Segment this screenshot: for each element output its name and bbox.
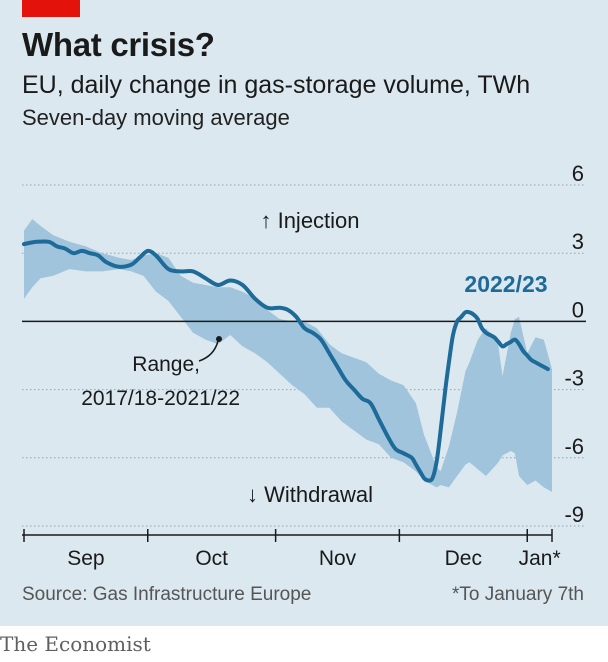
y-tick-label: 3 — [572, 229, 584, 254]
injection-annotation: ↑ Injection — [260, 208, 359, 233]
brand-tag — [22, 0, 80, 17]
x-tick-label: Oct — [195, 547, 228, 570]
x-tick-label: Nov — [319, 547, 357, 570]
series-label-2022-23: 2022/23 — [464, 271, 547, 297]
range-label-pointer-dot — [216, 336, 222, 342]
y-tick-label: -6 — [564, 434, 584, 459]
source-note: Source: Gas Infrastructure Europe — [22, 584, 312, 605]
x-axis: Sep Oct Nov Dec Jan* — [22, 529, 561, 570]
footer-band — [0, 626, 608, 662]
chart-title: What crisis? — [22, 26, 215, 63]
y-tick-label: 6 — [572, 161, 584, 186]
range-label-line-2: 2017/18-2021/22 — [81, 387, 240, 410]
line-chart: 6 3 0 -3 -6 -9 Sep Oct Nov Dec Jan* ↑ Injection ↓… — [22, 161, 586, 570]
x-tick-label: Dec — [445, 547, 482, 570]
x-tick-label: Sep — [67, 547, 104, 570]
chart-subtitle: EU, daily change in gas-storage volume, … — [22, 71, 531, 99]
range-area — [24, 219, 552, 492]
y-axis-ticks: 6 3 0 -3 -6 -9 — [564, 161, 584, 527]
publisher-logo: The Economist — [0, 632, 151, 656]
x-tick-label: Jan* — [519, 547, 561, 570]
y-tick-label: -3 — [564, 366, 584, 391]
range-label-pointer — [198, 340, 219, 362]
range-label-line-1: Range, — [132, 353, 200, 376]
withdrawal-annotation: ↓ Withdrawal — [247, 482, 373, 507]
y-tick-label: -9 — [564, 502, 584, 527]
series-line-2022-23 — [22, 239, 550, 483]
y-tick-label: 0 — [572, 297, 584, 322]
footnote: *To January 7th — [451, 584, 584, 605]
chart-subtitle-secondary: Seven-day moving average — [22, 105, 290, 130]
